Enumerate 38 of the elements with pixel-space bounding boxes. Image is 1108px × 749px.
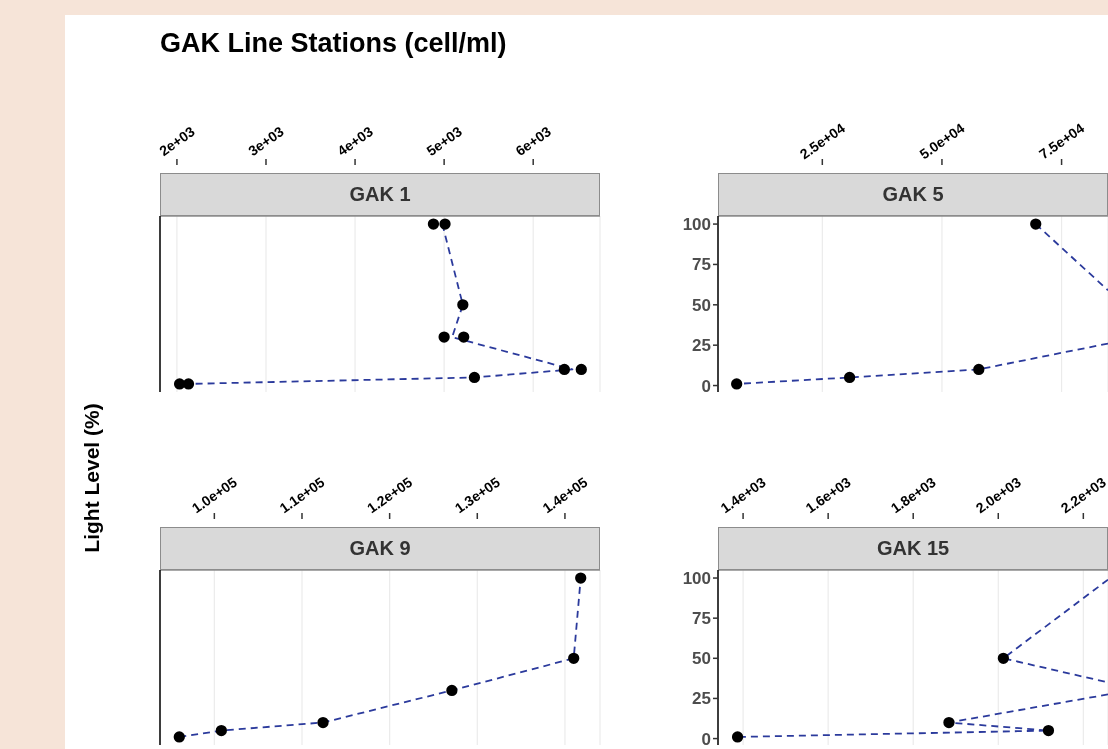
point [843,371,856,384]
y-tick-label: 0 [701,729,711,749]
y-tick-label: 100 [682,569,711,589]
point [427,218,440,230]
y-tick-label: 50 [692,295,711,315]
y-tick-label: 50 [692,649,711,669]
point [458,331,470,343]
point [438,331,450,343]
text: GAK Line Stations (cell/ml) [160,28,507,59]
point [568,652,580,664]
y-tick-label: 25 [692,336,711,356]
chart-title: GAK 15 [718,527,1108,570]
point [943,716,955,729]
point [731,378,743,390]
point [558,363,571,376]
point [575,572,587,584]
y-tick-label: 25 [692,689,711,709]
point [173,731,185,743]
y-tick-label: 100 [682,215,711,235]
point [1042,724,1055,737]
y-tick-label: 0 [701,376,711,396]
point [457,299,469,311]
point [575,363,587,376]
point [973,363,985,376]
point [468,371,481,384]
point [446,684,458,697]
point [439,218,451,230]
chart-title: GAK 9 [160,527,600,570]
y-axis-title: Light Level (%) [80,403,104,553]
point [317,716,329,729]
point [997,652,1010,664]
y-tick-label: 75 [692,609,711,629]
chart-title: GAK 1 [160,173,600,216]
point [731,731,744,743]
point [215,724,227,737]
point [1030,218,1042,230]
y-tick-label: 75 [692,255,711,275]
chart-title: GAK 5 [718,173,1108,216]
